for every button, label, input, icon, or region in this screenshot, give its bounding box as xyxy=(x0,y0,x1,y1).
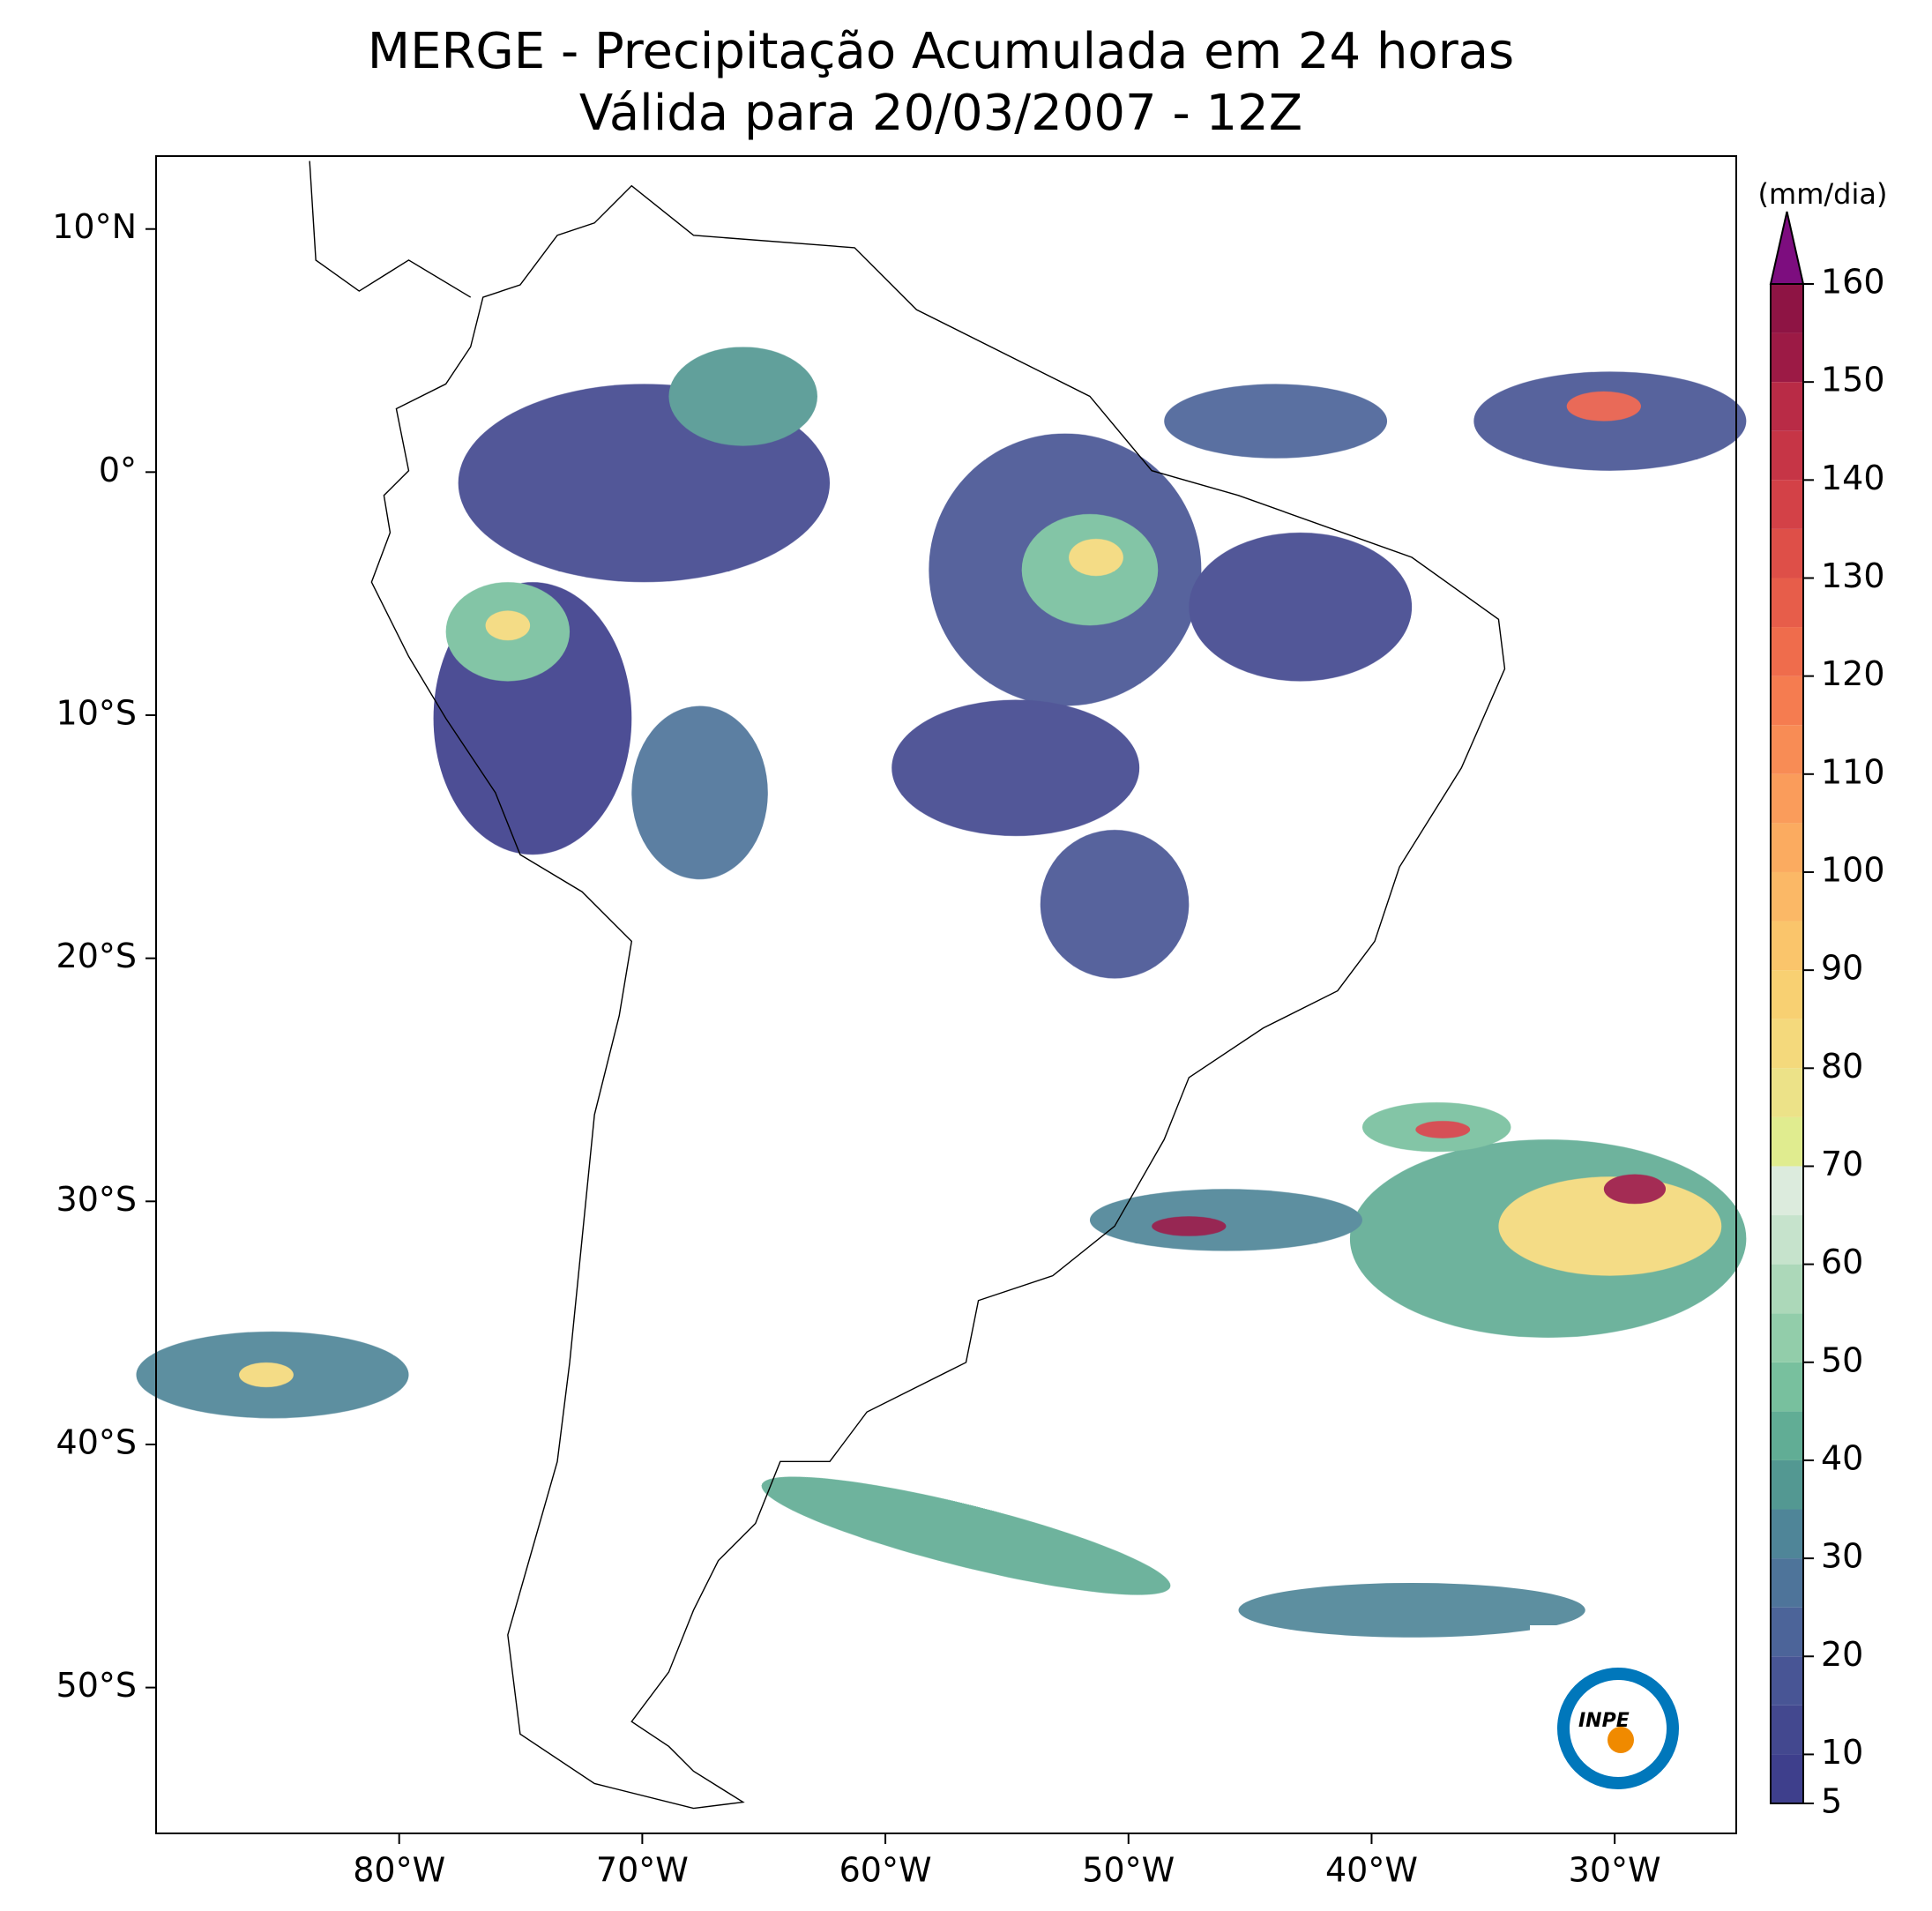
colorbar-band xyxy=(1771,1656,1803,1706)
subtitle: Válida para 20/03/2007 - 12Z xyxy=(579,85,1302,142)
colorbar-band xyxy=(1771,1166,1803,1216)
colorbar-label: (mm/dia) xyxy=(1758,177,1888,211)
colorbar-tick-label: 80 xyxy=(1821,1047,1863,1086)
coastline xyxy=(309,160,1506,1810)
logo-ring xyxy=(1557,1668,1679,1789)
colorbar-band xyxy=(1771,1264,1803,1314)
precip-field xyxy=(136,347,1747,1638)
y-tick-label: 40°S xyxy=(56,1422,137,1461)
y-tick-label: 0° xyxy=(99,451,137,489)
colorbar-band xyxy=(1771,1068,1803,1117)
y-tick-label: 20°S xyxy=(56,937,137,975)
map-layer xyxy=(136,160,1747,1810)
colorbar-band xyxy=(1771,1362,1803,1412)
colorbar-band xyxy=(1771,480,1803,529)
x-tick-label: 80°W xyxy=(353,1851,445,1890)
colorbar-band xyxy=(1771,284,1803,333)
colorbar-band xyxy=(1771,1459,1803,1510)
colorbar-tick-label: 130 xyxy=(1821,556,1885,595)
colorbar-band xyxy=(1771,1509,1803,1559)
colorbar-tick-label: 110 xyxy=(1821,752,1885,791)
colorbar-band xyxy=(1771,823,1803,872)
map-frame xyxy=(155,155,1737,1834)
colorbar-tick-label: 10 xyxy=(1821,1733,1863,1772)
colorbar-band xyxy=(1771,1411,1803,1460)
colorbar-band xyxy=(1771,627,1803,676)
colorbar-tick-label: 140 xyxy=(1821,459,1885,497)
colorbar-frame xyxy=(1770,283,1804,1804)
colorbar-band xyxy=(1771,430,1803,481)
colorbar-tick-label: 90 xyxy=(1821,949,1863,988)
colorbar-band xyxy=(1771,332,1803,383)
colorbar-tick-label: 30 xyxy=(1821,1537,1863,1576)
colorbar-band xyxy=(1771,1116,1803,1167)
colorbar-band xyxy=(1771,1558,1803,1608)
logo-dot xyxy=(1608,1727,1634,1753)
colorbar-band xyxy=(1771,1607,1803,1657)
colorbar-band xyxy=(1771,1215,1803,1265)
title: MERGE - Precipitação Acumulada em 24 hor… xyxy=(368,23,1514,80)
colorbar-band xyxy=(1771,871,1803,922)
colorbar-tick-label: 160 xyxy=(1821,263,1885,302)
x-tick-label: 50°W xyxy=(1082,1851,1175,1890)
x-tick-label: 40°W xyxy=(1325,1851,1418,1890)
colorbar-band xyxy=(1771,1754,1803,1803)
colorbar-band xyxy=(1771,676,1803,726)
y-tick-label: 50°S xyxy=(56,1666,137,1705)
x-tick-label: 30°W xyxy=(1569,1851,1661,1890)
logo-text: INPE xyxy=(1578,1710,1630,1732)
colorbar-tick-label: 150 xyxy=(1821,361,1885,399)
colorbar-tick-label: 40 xyxy=(1821,1438,1863,1477)
colorbar-band xyxy=(1771,578,1803,628)
x-tick-label: 70°W xyxy=(596,1851,689,1890)
colorbar-band xyxy=(1771,773,1803,824)
colorbar-tick-label: 5 xyxy=(1821,1782,1842,1821)
colorbar-tick-label: 20 xyxy=(1821,1635,1863,1674)
colorbar-band xyxy=(1771,382,1803,431)
colorbar-tick-label: 60 xyxy=(1821,1243,1863,1281)
colorbar-band xyxy=(1771,1313,1803,1362)
colorbar-band xyxy=(1771,1019,1803,1069)
colorbar-tick-label: 50 xyxy=(1821,1340,1863,1379)
colorbar-band xyxy=(1771,725,1803,774)
y-tick-label: 10°N xyxy=(52,207,137,246)
colorbar-tick-label: 70 xyxy=(1821,1145,1863,1183)
colorbar-tick-label: 100 xyxy=(1821,850,1885,889)
colorbar-band xyxy=(1771,1705,1803,1755)
y-tick-label: 10°S xyxy=(56,694,137,733)
colorbar-extend xyxy=(1769,211,1805,285)
colorbar-band xyxy=(1771,528,1803,579)
y-tick-label: 30°S xyxy=(56,1180,137,1219)
colorbar-band xyxy=(1771,970,1803,1019)
colorbar-tick-label: 120 xyxy=(1821,654,1885,693)
colorbar-band xyxy=(1771,921,1803,971)
x-tick-label: 60°W xyxy=(839,1851,932,1890)
